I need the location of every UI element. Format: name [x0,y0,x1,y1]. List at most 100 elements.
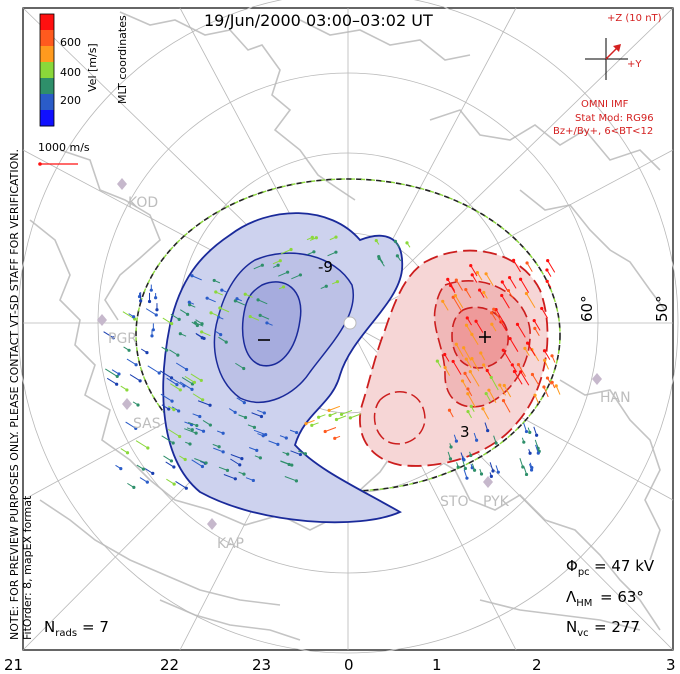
velocity-vector-dot [377,256,381,261]
velocity-vector-dot [150,334,154,338]
velocity-vector-dot [190,274,194,278]
velocity-vector-dot [494,441,498,445]
velocity-vector-line [181,377,193,385]
phi-pc-value: = 47 kV [594,557,655,575]
velocity-vector-line [463,347,472,361]
velocity-vector-dot [464,287,468,292]
velocity-vector-dot [395,254,399,258]
velocity-vector-line [469,371,480,387]
velocity-vector-dot [290,463,294,467]
velocity-vector-line [175,481,187,489]
velocity-vector-line [230,458,241,466]
velocity-vector-dot [484,272,488,276]
velocity-vector-line [129,374,141,382]
velocity-vector-dot [178,434,182,439]
velocity-vector-dot [465,316,469,320]
velocity-vector-dot [469,263,473,268]
velocity-vector-dot [451,359,455,364]
velocity-vector-dot [175,383,179,387]
velocity-vector-dot [145,351,149,355]
coordinate-system-label: MLT coordinates [116,15,129,104]
velocity-vector-dot [469,453,473,458]
velocity-vector-line [165,461,175,468]
velocity-vector-dot [184,367,189,372]
velocity-vector-dot [141,467,146,471]
velocity-vector-dot [496,470,500,474]
velocity-vector-dot [134,363,138,367]
lat-label-50: 50° [653,295,671,322]
velocity-vector-dot [188,442,192,446]
velocity-vector-line [162,317,172,325]
hm-latitude: ΛHM = 63° [566,588,644,609]
velocity-vector-dot [134,426,138,430]
velocity-vector-dot [294,479,299,483]
velocity-vector-dot [333,436,337,440]
velocity-vector-line [145,308,157,316]
velocity-vector-line [543,386,549,398]
velocity-vector-dot [205,296,209,300]
velocity-vector-dot [139,299,143,303]
velocity-vector-dot [466,392,470,396]
velocity-vector-dot [298,452,303,457]
velocity-vector-dot [170,321,174,326]
velocity-vector-dot [201,398,205,402]
velocity-vector-dot [393,239,397,243]
mlt-tick-3: 3 [666,656,676,674]
velocity-vector-dot [464,323,469,327]
positive-contour-label: 3 [460,423,470,441]
velocity-vector-line [235,300,246,306]
velocity-vector-dot [530,372,535,377]
velocity-vector-dot [125,451,130,455]
velocity-vector-dot [221,450,225,454]
velocity-vector-dot [441,299,445,303]
velocity-vector-dot [508,336,512,341]
velocity-vector-dot [169,459,174,463]
velocity-vector-dot [260,263,264,267]
velocity-vector-dot [545,268,549,272]
velocity-vector-dot [199,378,203,383]
velocity-vector-dot [554,384,558,388]
velocity-vector-line [502,349,512,363]
velocity-vector-line [268,440,279,445]
velocity-vector-dot [479,472,484,476]
colorbar-segment [40,14,54,31]
velocity-vector-dot [334,235,338,239]
velocity-vector-dot [190,428,194,432]
velocity-vector-dot [209,311,213,315]
velocity-vector-dot [115,382,119,386]
velocity-vector-dot [478,288,482,292]
velocity-vector-dot [310,423,314,427]
imf-y-label: +Y [627,59,642,70]
velocity-vector-dot [182,384,186,388]
velocity-vector-dot [328,413,332,417]
velocity-vector-dot [177,317,181,321]
velocity-vector-dot [443,365,447,370]
velocity-vector-dot [501,348,505,352]
velocity-vector-dot [522,440,526,444]
velocity-vector-dot [512,258,516,262]
velocity-vector-dot [323,429,327,434]
velocity-vector-line [125,421,137,429]
velocity-vector-dot [200,330,204,334]
velocity-vector-dot [243,415,248,420]
velocity-vector-line [184,428,197,434]
velocity-vector-dot [154,296,158,300]
velocity-vector-dot [219,332,223,337]
velocity-vector-line [278,271,288,277]
velocity-vector-line [465,289,472,299]
velocity-vector-line [170,383,181,391]
velocity-vector-dot [289,247,293,252]
velocity-vector-dot [265,321,269,325]
velocity-vector-dot [225,468,230,472]
velocity-vector-dot [178,332,182,336]
velocity-vector-dot [515,322,520,326]
velocity-vector-dot [304,421,308,426]
velocity-vector-line [170,313,180,320]
velocity-vector-dot [510,363,514,367]
velocity-vector-dot [469,404,473,408]
velocity-vector-dot [533,393,537,397]
velocity-vector-dot [243,292,247,296]
velocity-vector-dot [167,407,171,411]
velocity-vector-line [526,262,533,272]
fit-order-note: FitOrder: 8, mapEX format [21,495,34,640]
